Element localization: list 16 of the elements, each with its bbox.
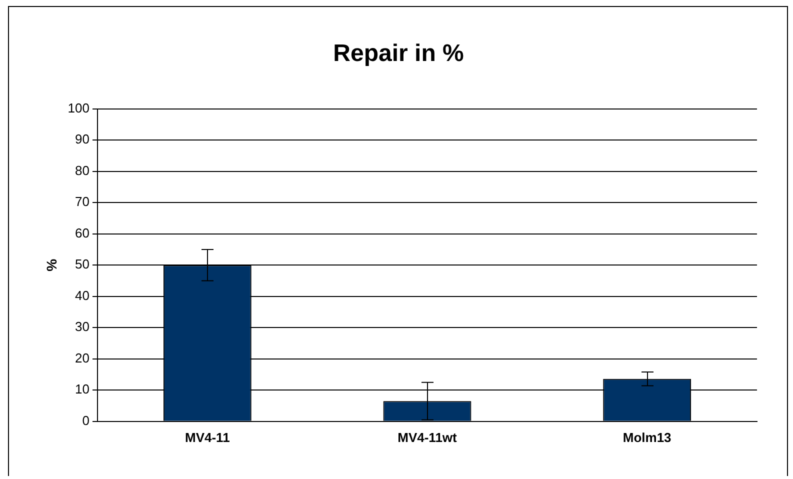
x-tick-label: Molm13 <box>622 430 672 445</box>
y-axis-title: % <box>43 258 60 272</box>
y-tick-label: 70 <box>75 194 90 210</box>
x-tick-label: MV4-11wt <box>398 430 458 445</box>
y-tick-label: 10 <box>75 382 90 397</box>
y-tick-label: 30 <box>75 319 90 334</box>
y-tick-label: 80 <box>75 162 90 178</box>
y-tick-label: 50 <box>75 256 90 272</box>
y-tick-label: 60 <box>75 225 90 240</box>
y-tick-label: 90 <box>75 132 90 147</box>
y-tick-label: 100 <box>68 100 90 116</box>
y-tick-label: 20 <box>75 350 90 366</box>
x-tick-label: MV4-11 <box>185 430 230 445</box>
y-tick-label: 40 <box>75 288 90 303</box>
y-tick-label: 0 <box>82 412 90 428</box>
chart-title: Repair in % <box>333 40 464 68</box>
